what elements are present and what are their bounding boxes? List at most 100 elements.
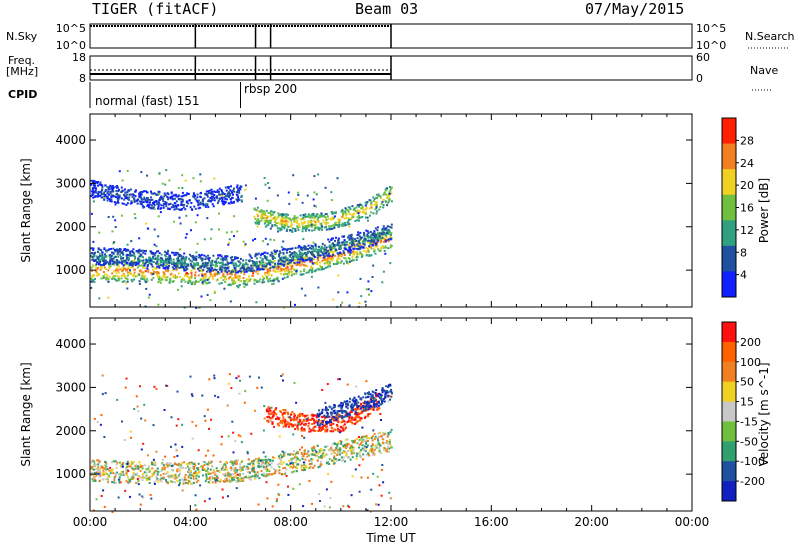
- data-cell: [100, 249, 103, 252]
- data-cell: [315, 268, 318, 271]
- data-cell: [243, 267, 246, 270]
- noise-cell: [206, 278, 209, 281]
- data-cell: [121, 202, 124, 205]
- data-cell: [382, 438, 385, 441]
- data-cell: [168, 281, 171, 284]
- data-cell: [294, 453, 297, 456]
- data-cell: [135, 481, 138, 484]
- data-cell: [316, 459, 319, 462]
- data-cell: [368, 214, 371, 217]
- data-cell: [387, 443, 390, 446]
- data-cell: [300, 255, 303, 258]
- noise-cell: [183, 306, 186, 309]
- data-cell: [222, 469, 225, 471]
- data-cell: [144, 267, 147, 269]
- data-cell: [113, 256, 116, 259]
- data-cell: [120, 267, 123, 270]
- data-cell: [317, 466, 320, 469]
- data-cell: [356, 209, 359, 212]
- data-cell: [195, 259, 198, 262]
- data-cell: [334, 239, 336, 242]
- data-cell: [328, 252, 330, 255]
- data-cell: [310, 461, 313, 464]
- data-cell: [350, 243, 353, 246]
- data-cell: [93, 191, 96, 193]
- data-cell: [320, 460, 323, 463]
- data-cell: [143, 471, 146, 474]
- data-cell: [274, 262, 277, 265]
- data-cell: [340, 451, 343, 454]
- data-cell: [371, 405, 374, 408]
- data-cell: [95, 463, 98, 466]
- data-cell: [239, 473, 242, 476]
- data-cell: [334, 243, 337, 246]
- data-cell: [254, 217, 257, 220]
- data-cell: [282, 416, 285, 419]
- data-cell: [373, 240, 375, 243]
- data-cell: [329, 448, 332, 451]
- data-cell: [222, 473, 225, 476]
- data-cell: [293, 412, 296, 415]
- data-cell: [370, 238, 373, 241]
- data-cell: [389, 442, 391, 445]
- data-cell: [168, 464, 171, 467]
- data-cell: [172, 206, 175, 208]
- data-cell: [275, 225, 278, 228]
- data-cell: [112, 251, 115, 254]
- data-cell: [306, 414, 309, 417]
- data-cell: [363, 447, 366, 450]
- data-cell: [296, 467, 298, 470]
- data-cell: [90, 280, 93, 283]
- data-cell: [278, 462, 281, 465]
- data-cell: [112, 257, 115, 260]
- noise-cell: [282, 240, 285, 243]
- data-cell: [331, 443, 334, 446]
- data-cell: [355, 206, 358, 209]
- data-cell: [144, 270, 147, 273]
- data-cell: [315, 215, 318, 218]
- data-cell: [337, 448, 339, 451]
- data-cell: [278, 424, 281, 427]
- data-cell: [229, 256, 232, 259]
- noise-cell: [218, 212, 220, 215]
- data-cell: [177, 204, 180, 207]
- data-cell: [309, 214, 312, 217]
- data-cell: [387, 433, 390, 436]
- data-cell: [273, 263, 276, 266]
- data-cell: [333, 455, 336, 458]
- data-cell: [279, 223, 282, 225]
- data-cell: [159, 197, 161, 200]
- data-cell: [375, 207, 378, 210]
- data-cell: [207, 257, 210, 260]
- data-cell: [347, 443, 350, 446]
- noise-cell: [377, 231, 380, 234]
- data-cell: [234, 467, 237, 470]
- data-cell: [279, 257, 282, 260]
- data-cell: [191, 256, 194, 259]
- data-cell: [209, 189, 212, 192]
- data-cell: [93, 185, 96, 188]
- data-cell: [310, 225, 313, 228]
- data-cell: [150, 272, 153, 275]
- data-cell: [327, 238, 330, 241]
- data-cell: [145, 277, 148, 280]
- data-cell: [209, 476, 211, 479]
- data-cell: [325, 223, 328, 226]
- noise-cell: [280, 246, 283, 249]
- nave-tick-top-right: 60: [696, 51, 710, 64]
- data-cell: [264, 212, 267, 215]
- data-cell: [375, 201, 378, 204]
- data-cell: [312, 212, 315, 215]
- data-cell: [350, 449, 353, 452]
- data-cell: [320, 428, 323, 431]
- data-cell: [208, 281, 211, 284]
- noise-cell: [341, 301, 344, 304]
- data-cell: [143, 190, 146, 193]
- data-cell: [284, 409, 287, 412]
- data-cell: [221, 192, 224, 195]
- data-cell: [230, 190, 233, 193]
- data-cell: [352, 418, 355, 421]
- data-cell: [334, 263, 337, 265]
- data-cell: [122, 253, 125, 256]
- data-cell: [285, 423, 288, 426]
